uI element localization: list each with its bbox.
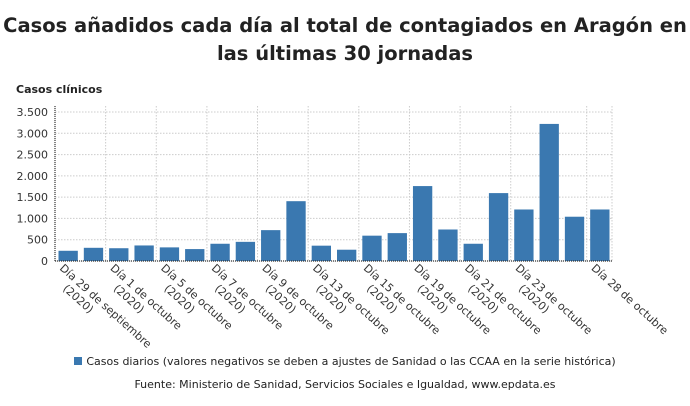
chart-title: Casos añadidos cada día al total de cont… [0,12,690,68]
bar [438,229,458,261]
bar [311,245,331,261]
source-note: Fuente: Ministerio de Sanidad, Servicios… [134,378,556,391]
bar [362,235,382,261]
bar [412,186,433,261]
y-tick-label: 3.500 [17,106,49,119]
bar [514,209,534,261]
bar [590,209,610,261]
chart-title-line-2: las últimas 30 jornadas [216,42,474,65]
bar [159,247,180,261]
bar [58,250,78,261]
chart-title-line-1: Casos añadidos cada día al total de cont… [3,14,687,37]
bar [488,193,509,261]
y-tick-label: 500 [27,234,48,247]
y-tick-label: 2.500 [17,149,49,162]
bar [337,249,357,261]
y-tick-label: 3.000 [17,127,49,140]
y-tick-label: 2.000 [17,170,49,183]
bar [185,249,205,261]
legend: Casos diarios (valores negativos se debe… [0,355,690,368]
bar [235,241,256,261]
legend-label: Casos diarios (valores negativos se debe… [86,355,616,368]
legend-swatch [74,357,83,365]
bar [261,230,281,261]
bar [83,247,104,261]
y-tick-label: 0 [41,255,48,268]
bar [539,123,559,261]
x-tick-label: Día 28 de octubre [589,262,671,338]
bar [109,248,129,261]
y-axis-label: Casos clínicos [16,83,103,96]
y-tick-label: 1.000 [17,212,49,225]
bar [463,243,483,261]
bar [564,216,585,261]
bar [286,201,306,261]
bar [134,245,154,261]
bar [210,243,230,261]
y-tick-label: 1.500 [17,191,49,204]
bar [387,233,407,261]
